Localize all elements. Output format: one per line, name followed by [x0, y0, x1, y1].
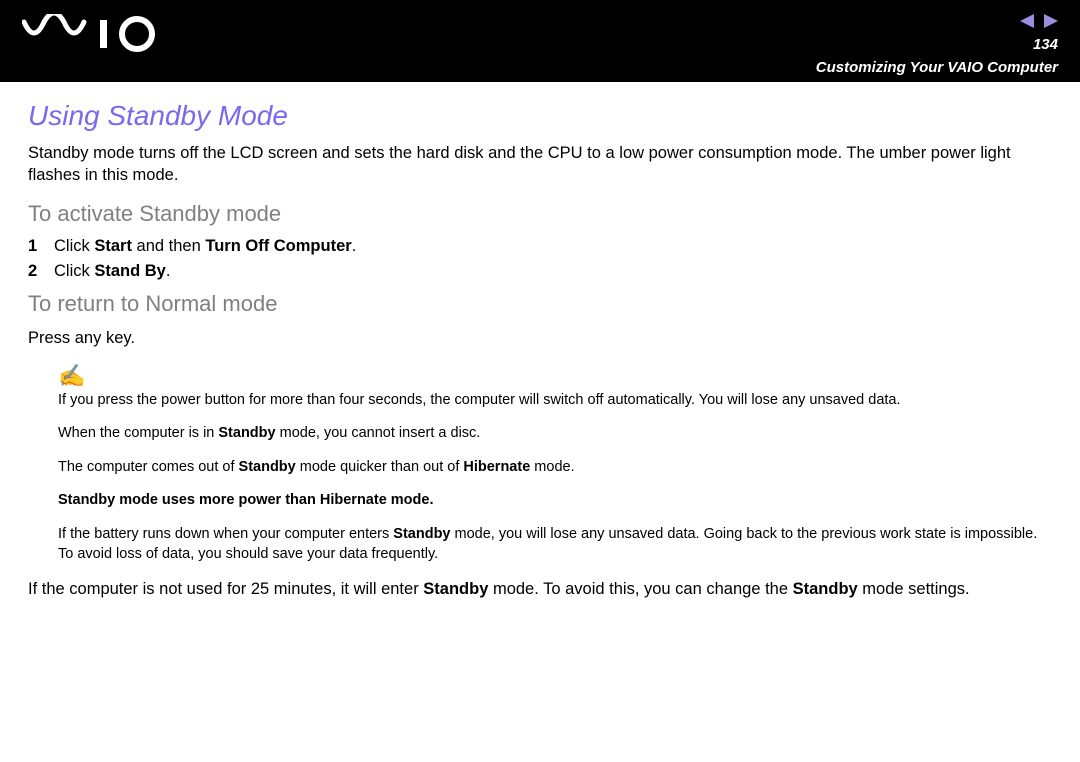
note-frag: mode, you cannot insert a disc.: [276, 425, 481, 441]
note-bold: Standby: [239, 459, 296, 475]
final-bold: Standby: [423, 580, 488, 598]
step-number: 1: [28, 237, 54, 256]
step-text-frag: and then: [132, 237, 205, 255]
subheading-return: To return to Normal mode: [28, 291, 1052, 317]
note-frag: mode.: [387, 492, 434, 508]
intro-paragraph: Standby mode turns off the LCD screen an…: [28, 142, 1052, 187]
page-number: 134: [816, 36, 1058, 53]
note-frag: mode uses more power than: [115, 492, 320, 508]
section-path: Customizing Your VAIO Computer: [816, 59, 1058, 76]
header-meta: 134 Customizing Your VAIO Computer: [816, 14, 1058, 76]
note-icon: ✍: [58, 363, 1052, 389]
note-frag: If the battery runs down when your compu…: [58, 526, 393, 542]
step-text: Click Stand By.: [54, 262, 1052, 281]
return-body: Press any key.: [28, 327, 1052, 349]
note-bold: Hibernate: [320, 492, 387, 508]
note-paragraph: The computer comes out of Standby mode q…: [58, 458, 1052, 478]
step-text-bold: Start: [94, 237, 132, 255]
prev-page-arrow-icon[interactable]: [1020, 14, 1034, 28]
note-bold: Standby: [218, 425, 275, 441]
note-paragraph: When the computer is in Standby mode, yo…: [58, 424, 1052, 444]
note-frag: mode.: [530, 459, 574, 475]
step-number: 2: [28, 262, 54, 281]
final-frag: mode. To avoid this, you can change the: [488, 580, 792, 598]
step-text-frag: Click: [54, 237, 94, 255]
next-page-arrow-icon[interactable]: [1044, 14, 1058, 28]
step-text-frag: .: [352, 237, 357, 255]
step-text-bold: Stand By: [94, 262, 166, 280]
subheading-activate: To activate Standby mode: [28, 201, 1052, 227]
note-frag: The computer comes out of: [58, 459, 239, 475]
step-text-frag: Click: [54, 262, 94, 280]
vaio-logo: [22, 14, 172, 54]
note-frag: When the computer is in: [58, 425, 218, 441]
page-content: Using Standby Mode Standby mode turns of…: [0, 82, 1080, 600]
note-bold: Standby: [393, 526, 450, 542]
page-title: Using Standby Mode: [28, 100, 1052, 132]
note-paragraph: If you press the power button for more t…: [58, 391, 1052, 411]
nav-arrows: [816, 14, 1058, 28]
step-row: 1 Click Start and then Turn Off Computer…: [28, 237, 1052, 256]
note-paragraph: Standby mode uses more power than Hibern…: [58, 491, 1052, 511]
step-text-bold: Turn Off Computer: [205, 237, 351, 255]
note-frag: mode quicker than out of: [296, 459, 464, 475]
note-bold: Hibernate: [463, 459, 530, 475]
final-bold: Standby: [793, 580, 858, 598]
step-text: Click Start and then Turn Off Computer.: [54, 237, 1052, 256]
step-text-frag: .: [166, 262, 171, 280]
final-paragraph: If the computer is not used for 25 minut…: [28, 578, 1052, 600]
page-header: 134 Customizing Your VAIO Computer: [0, 0, 1080, 82]
vaio-logo-svg: [22, 14, 172, 54]
note-block: ✍ If you press the power button for more…: [28, 363, 1052, 564]
note-bold: Standby: [58, 492, 115, 508]
note-paragraph: If the battery runs down when your compu…: [58, 525, 1052, 564]
final-frag: mode settings.: [858, 580, 970, 598]
final-frag: If the computer is not used for 25 minut…: [28, 580, 423, 598]
step-row: 2 Click Stand By.: [28, 262, 1052, 281]
